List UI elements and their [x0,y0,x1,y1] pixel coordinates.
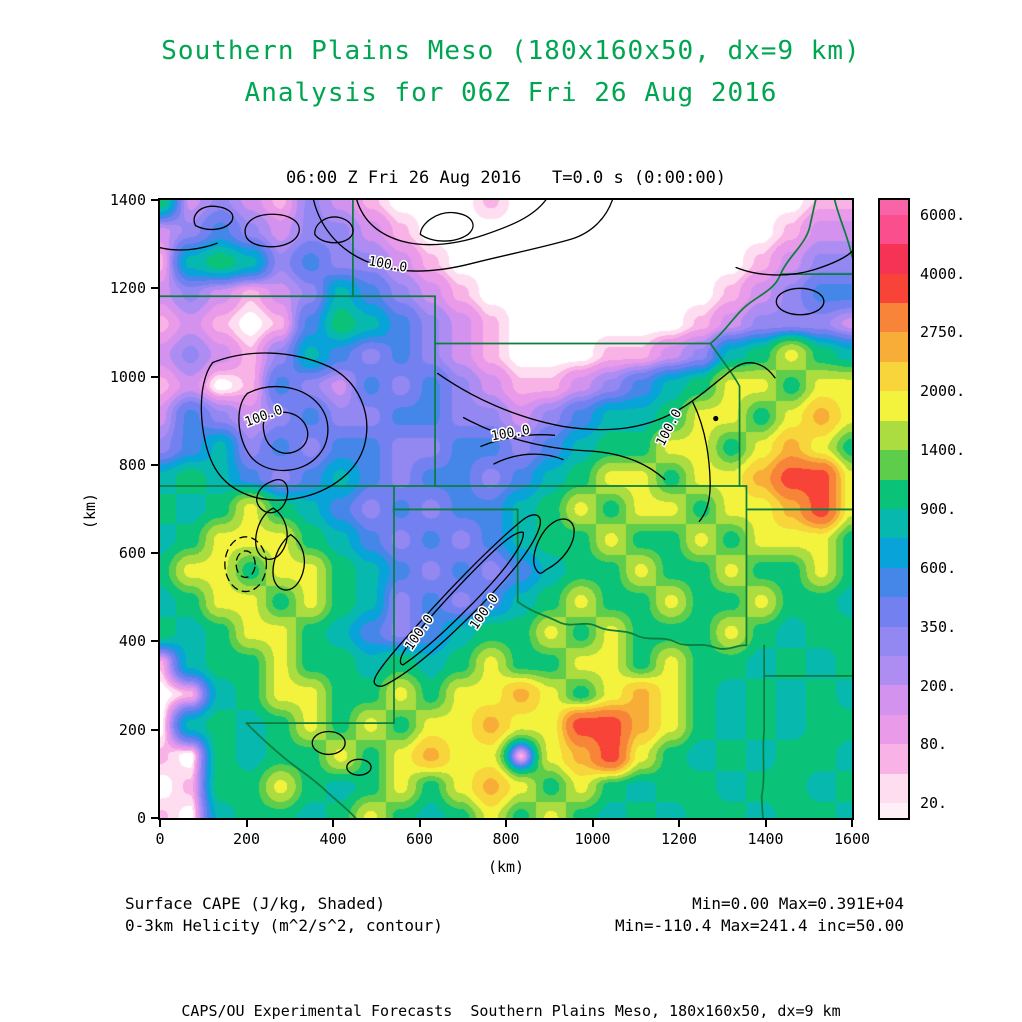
y-tick-mark [151,287,158,290]
colorbar-tick-label: 200. [920,676,957,695]
y-tick-mark [151,199,158,201]
colorbar-tick-label: 1400. [920,441,966,460]
map-plot-area: 100.0 100.0 100.0 100.0 100.0 100.0 [158,198,854,820]
contour-field-caption: 0-3km Helicity (m^2/s^2, contour) [125,916,443,935]
colorbar-segment [880,332,908,362]
colorbar-segment [880,744,908,774]
x-tick-mark [418,820,421,827]
y-tick-label: 1200 [109,279,146,298]
colorbar-segment [880,538,908,568]
x-tick-label: 800 [492,830,520,848]
colorbar-segment [880,214,908,245]
x-tick-mark [245,820,248,827]
colorbar-tick-label: 20. [920,794,948,813]
footer-credit: CAPS/OU Experimental Forecasts Southern … [181,1002,841,1020]
x-tick-mark [678,820,680,827]
x-tick-label: 400 [319,830,347,848]
colorbar-segment [880,361,908,392]
colorbar-segment [880,450,908,480]
colorbar-segment [880,479,908,509]
x-tick-label: 0 [155,830,165,848]
x-tick-mark [159,820,161,827]
colorbar-segment [880,420,908,451]
colorbar-segment [880,803,908,818]
colorbar-segment [880,302,908,333]
colorbar-tick-label: 600. [920,558,957,577]
colorbar-segment [880,273,908,303]
colorbar-tick-label: 350. [920,617,957,636]
colorbar-segment [880,773,908,804]
y-tick-mark [151,728,158,731]
x-tick-mark [591,820,594,827]
colorbar-segment [880,244,908,274]
page-title-line1: Southern Plains Meso (180x160x50, dx=9 k… [161,36,861,66]
shaded-field-caption: Surface CAPE (J/kg, Shaded) [125,894,386,913]
x-tick-mark [764,820,767,827]
y-tick-label: 0 [136,809,146,827]
contour-value-label: 100.0 [367,254,408,276]
x-tick-label: 1200 [660,830,698,848]
colorbar-tick-label: 80. [920,735,948,754]
y-tick-mark [151,640,158,643]
colorbar-segment [880,656,908,686]
colorbar-tick-label: 6000. [920,205,966,224]
x-tick-label: 1400 [747,830,784,848]
plot-valid-time-header: 06:00 Z Fri 26 Aug 2016 T=0.0 s (0:00:00… [285,168,727,188]
y-tick-label: 600 [118,544,146,563]
x-axis-label: (km) [487,858,525,876]
colorbar-segment [880,714,908,745]
x-tick-mark [851,820,853,827]
colorbar-segment [880,597,908,627]
y-tick-label: 800 [118,455,146,474]
y-tick-mark [151,552,158,555]
x-tick-mark [505,820,507,827]
contour-value-label: 100.0 [654,407,685,449]
shaded-minmax-stat: Min=0.00 Max=0.391E+04 [692,894,904,913]
x-tick-label: 600 [405,830,434,848]
y-tick-mark [151,463,158,466]
y-tick-mark [151,817,158,819]
contour-value-label: 100.0 [402,612,437,653]
page-title-line2: Analysis for 06Z Fri 26 Aug 2016 [244,78,778,108]
x-tick-label: 200 [232,830,261,848]
y-tick-mark [151,375,158,378]
colorbar-tick-label: 4000. [920,264,966,283]
x-tick-label: 1600 [833,830,871,848]
colorbar-segment [880,391,908,421]
colorbar-tick-label: 2750. [920,323,966,342]
x-tick-label: 1000 [574,830,611,848]
y-tick-label: 400 [118,632,146,651]
colorbar [878,198,910,820]
y-tick-label: 200 [118,720,146,739]
y-tick-label: 1000 [109,367,146,386]
y-tick-label: 1400 [109,191,146,209]
state-borders [160,200,852,818]
colorbar-tick-label: 2000. [920,382,966,401]
contour-value-label: 100.0 [467,591,502,632]
colorbar-segment [880,567,908,598]
contour-minmax-stat: Min=-110.4 Max=241.4 inc=50.00 [615,916,904,935]
x-tick-mark [332,820,334,827]
colorbar-segment [880,200,908,215]
y-axis-label: (km) [81,492,100,530]
colorbar-tick-label: 900. [920,500,957,518]
colorbar-segment [880,508,908,539]
colorbar-segment [880,626,908,657]
helicity-contours [160,200,852,776]
colorbar-segment [880,685,908,715]
